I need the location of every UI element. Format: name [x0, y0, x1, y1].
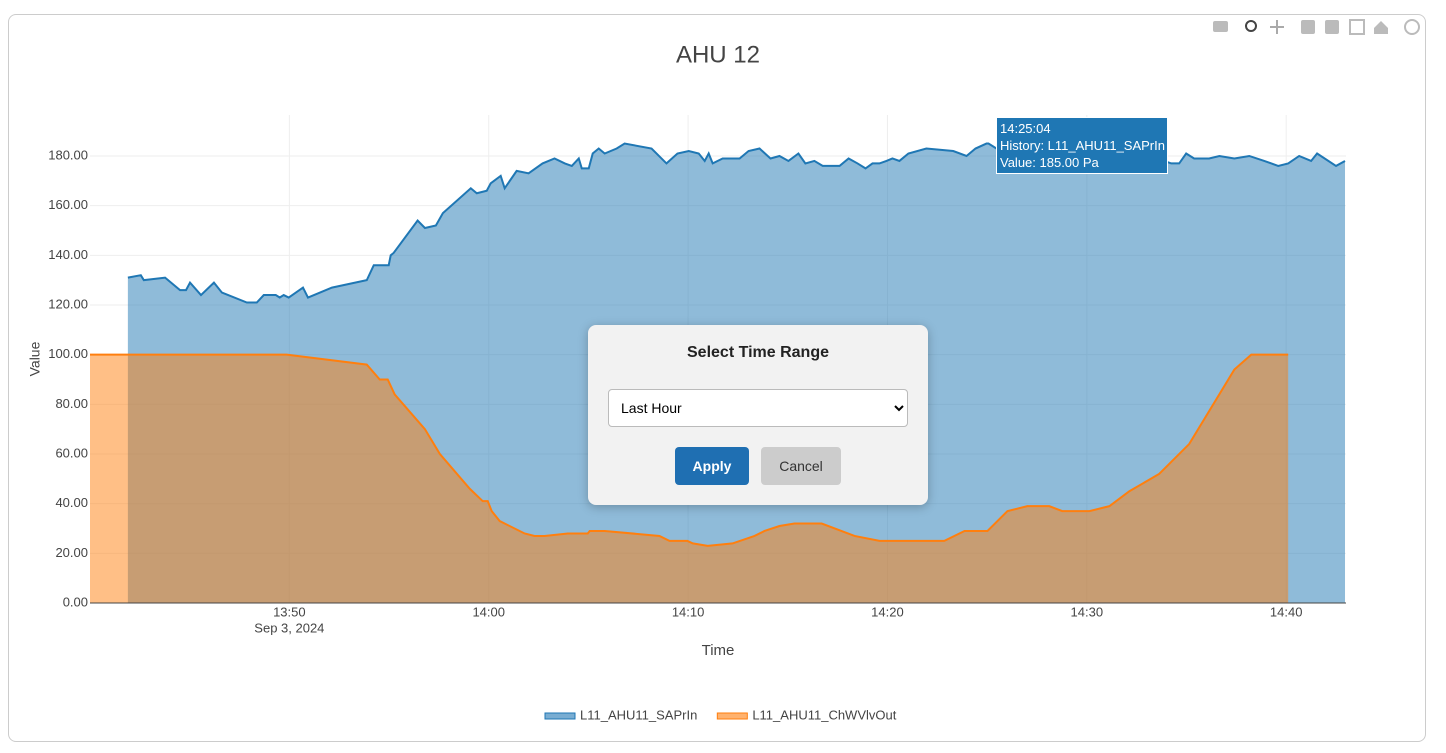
time-range-select[interactable]: Last Hour: [608, 389, 908, 427]
zoom-out-icon[interactable]: [1325, 20, 1339, 34]
x-tick-label: 14:40: [1270, 604, 1303, 619]
legend-label: L11_AHU11_SAPrIn: [580, 707, 697, 722]
y-tick-label: 0.00: [63, 594, 88, 609]
x-tick-label: 14:00: [472, 604, 505, 619]
y-tick-label: 160.00: [48, 197, 88, 212]
pan-icon[interactable]: [1270, 20, 1284, 34]
x-date-label: Sep 3, 2024: [254, 620, 324, 635]
apply-button[interactable]: Apply: [675, 447, 749, 485]
camera-icon[interactable]: [1213, 21, 1228, 32]
dialog-title: Select Time Range: [687, 344, 829, 361]
zoom-icon[interactable]: [1245, 20, 1257, 32]
chart-title: AHU 12: [676, 41, 760, 68]
y-axis-title: Value: [27, 341, 43, 376]
y-tick-label: 140.00: [48, 247, 88, 262]
toolbar: [1213, 19, 1420, 35]
legend-swatch: [716, 712, 748, 720]
tooltip-line: History: L11_AHU11_SAPrIn: [1000, 138, 1165, 153]
zoom-in-icon[interactable]: [1301, 20, 1315, 34]
area-fill: [90, 354, 1289, 603]
x-tick-label: 14:10: [672, 604, 705, 619]
x-tick-label: 14:20: [871, 604, 904, 619]
cancel-button[interactable]: Cancel: [761, 447, 841, 485]
chart-frame: [8, 14, 1426, 742]
y-tick-label: 180.00: [48, 147, 88, 162]
y-tick-label: 80.00: [55, 396, 88, 411]
x-axis-title: Time: [702, 642, 735, 659]
x-tick-label: 14:30: [1071, 604, 1104, 619]
y-tick-label: 100.00: [48, 346, 88, 361]
y-tick-label: 60.00: [55, 445, 88, 460]
history-icon[interactable]: [1404, 19, 1420, 35]
dialog: Select Time Range Last Hour Apply Cancel: [588, 325, 928, 505]
y-tick-label: 40.00: [55, 495, 88, 510]
tooltip-line: 14:25:04: [1000, 121, 1051, 136]
y-tick-label: 20.00: [55, 545, 88, 560]
autoscale-icon[interactable]: [1349, 19, 1365, 35]
y-tick-label: 120.00: [48, 296, 88, 311]
home-icon[interactable]: [1374, 21, 1388, 34]
legend-swatch: [544, 712, 576, 720]
legend-label: L11_AHU11_ChWVlvOut: [752, 707, 896, 722]
x-tick-label: 13:50: [273, 604, 306, 619]
tooltip-line: Value: 185.00 Pa: [1000, 155, 1099, 170]
series-line: [90, 353, 1289, 547]
tooltip: 14:25:04 History: L11_AHU11_SAPrIn Value…: [996, 117, 1168, 174]
